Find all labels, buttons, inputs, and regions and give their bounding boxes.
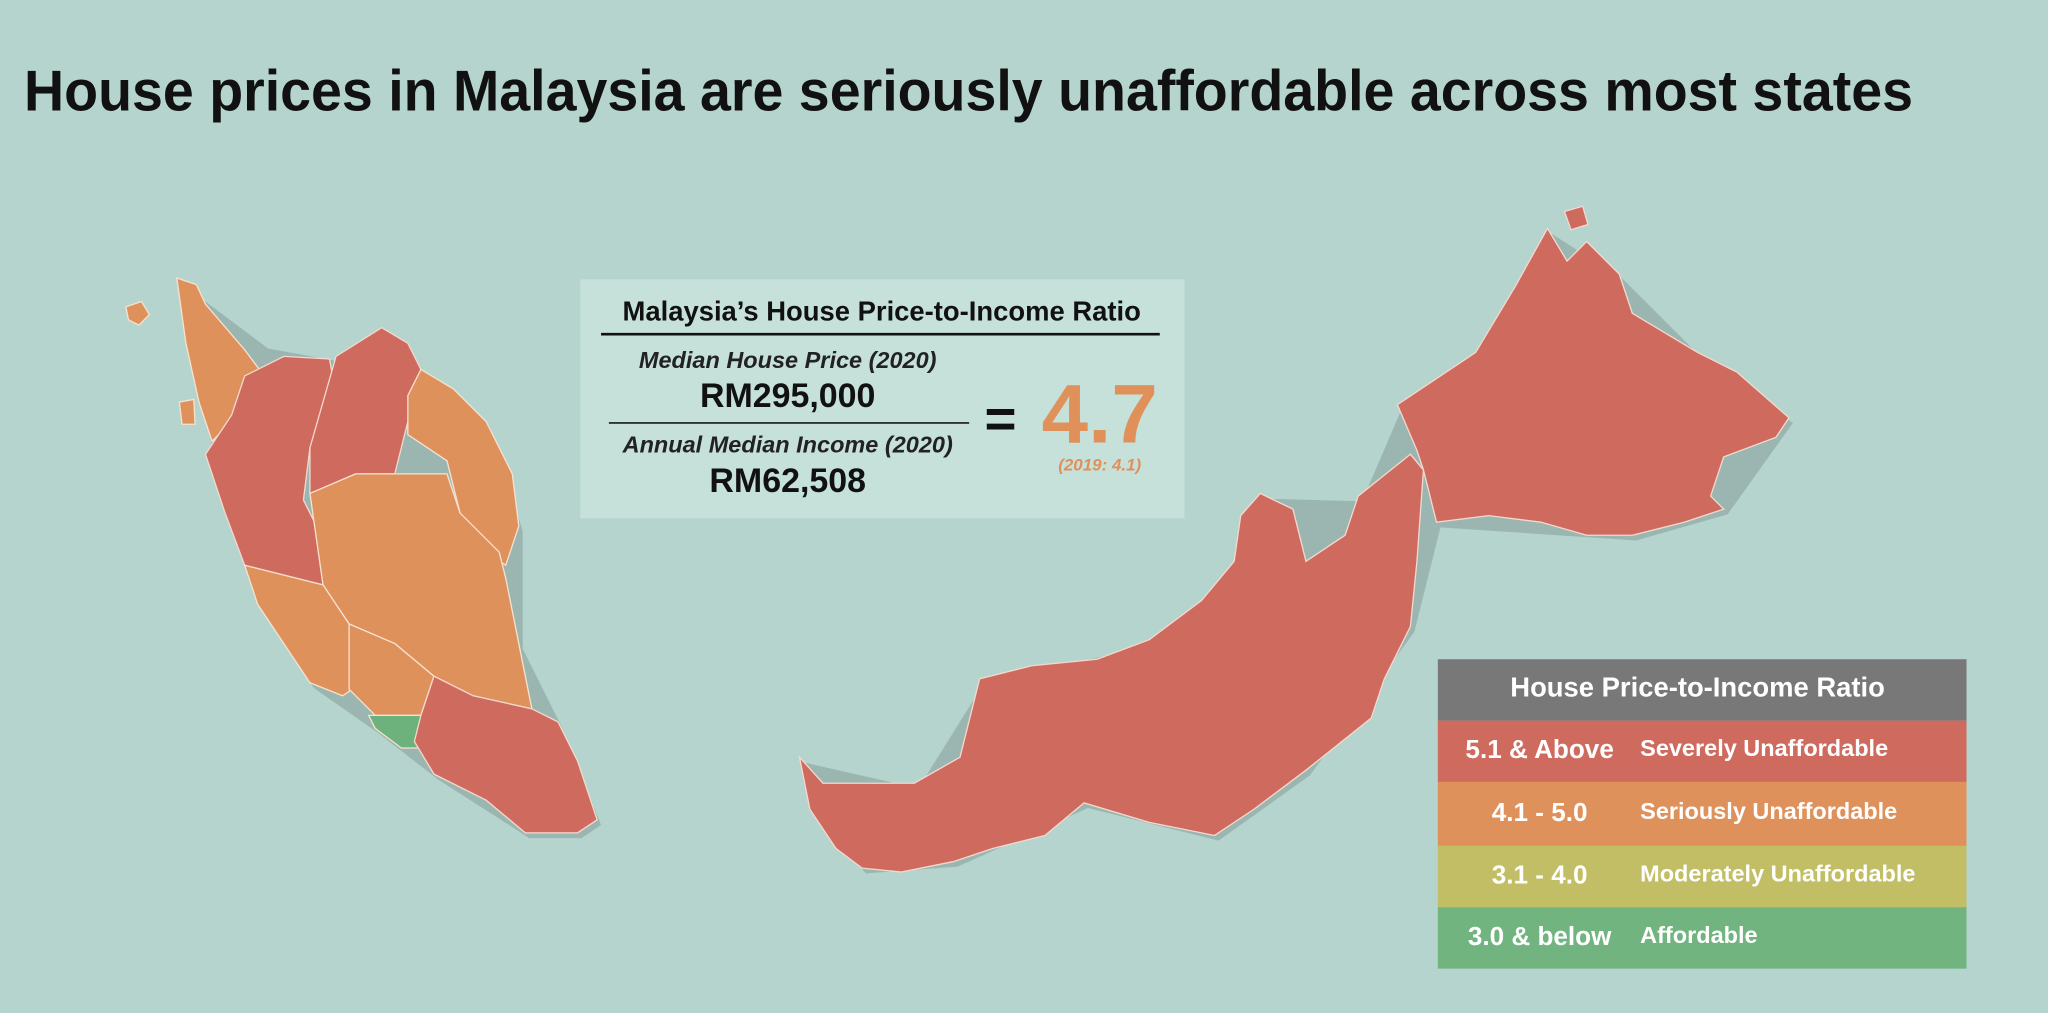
island <box>1563 205 1589 231</box>
legend-label: Severely Unaffordable <box>1640 735 1888 761</box>
denominator-label: Annual Median Income (2020) <box>622 432 953 458</box>
ratio-result: 4.7 <box>1042 366 1158 460</box>
legend-range: 5.1 & Above <box>1465 734 1613 764</box>
legend: House Price-to-Income Ratio 5.1 & Above S… <box>1437 659 1967 969</box>
legend-label: Seriously Unaffordable <box>1640 798 1897 824</box>
island <box>178 398 196 425</box>
legend-label: Affordable <box>1640 922 1757 948</box>
legend-range: 3.1 - 4.0 <box>1492 859 1588 889</box>
legend-row <box>1437 845 1967 908</box>
state <box>367 714 429 749</box>
ratio-box-bg <box>580 279 1185 519</box>
previous-ratio: (2019: 4.1) <box>1058 456 1141 475</box>
denominator-value: RM62,508 <box>709 462 866 500</box>
numerator-value: RM295,000 <box>700 377 875 415</box>
ratio-box: Malaysia’s House Price-to-Income Ratio M… <box>580 279 1185 519</box>
legend-label: Moderately Unaffordable <box>1640 860 1915 886</box>
equals-sign: = <box>984 387 1016 449</box>
legend-row <box>1437 720 1967 782</box>
legend-row <box>1437 781 1967 846</box>
legend-header <box>1437 659 1967 721</box>
legend-range: 3.0 & below <box>1468 921 1612 951</box>
state <box>413 675 598 834</box>
numerator-label: Median House Price (2020) <box>639 347 937 373</box>
state <box>309 326 422 495</box>
peninsular-map <box>125 277 602 839</box>
legend-title: House Price-to-Income Ratio <box>1510 671 1885 702</box>
island <box>125 300 151 326</box>
title: House prices in Malaysia are seriously u… <box>24 59 1913 123</box>
legend-range: 4.1 - 5.0 <box>1492 797 1588 827</box>
east-malaysia-map <box>798 205 1793 874</box>
ratio-heading: Malaysia’s House Price-to-Income Ratio <box>623 296 1141 327</box>
state <box>243 564 363 697</box>
legend-row <box>1437 907 1967 969</box>
sabah <box>1396 227 1790 536</box>
